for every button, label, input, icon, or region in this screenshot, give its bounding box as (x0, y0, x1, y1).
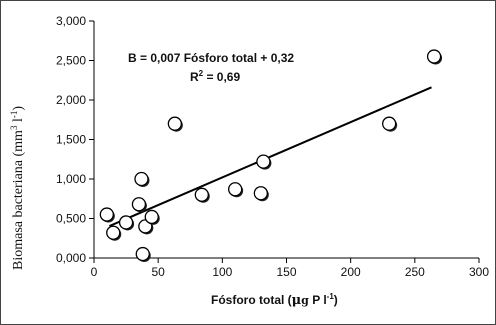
y-ticks: 0,000 0,500 1,000 1,500 2,000 2,500 3,000 (56, 14, 94, 265)
trendline (109, 86, 432, 228)
data-point (426, 49, 442, 64)
x-tick-label: 250 (405, 265, 425, 279)
y-tick-label: 2,500 (56, 54, 86, 68)
x-tick-label: 300 (469, 265, 489, 279)
data-point (194, 187, 209, 202)
y-tick-label: 1,500 (56, 133, 86, 147)
x-tick-label: 200 (341, 265, 361, 279)
y-axis-label: Biomasa bacteriana (mm3 l-1) (9, 106, 26, 270)
x-ticks: 0 50 100 150 200 250 300 (91, 258, 489, 279)
data-point (131, 197, 147, 212)
data-points (99, 49, 443, 263)
data-point (134, 171, 149, 187)
x-tick-label: 100 (212, 265, 232, 279)
x-tick-label: 50 (151, 265, 165, 279)
y-tick-label: 0,000 (56, 251, 86, 265)
data-point (253, 186, 268, 201)
data-point (256, 154, 271, 169)
y-tick-label: 2,000 (56, 93, 86, 107)
data-point (135, 246, 150, 262)
x-tick-label: 0 (91, 265, 98, 279)
x-tick-label: 150 (276, 265, 296, 279)
data-point (382, 116, 397, 131)
data-point (118, 215, 134, 230)
regression-equation: B = 0,007 Fósforo total + 0,32 (128, 51, 294, 65)
y-tick-label: 0,500 (56, 212, 86, 226)
data-point (167, 116, 183, 131)
data-point (228, 182, 243, 197)
data-point (106, 225, 121, 240)
data-point (99, 207, 114, 222)
y-tick-label: 3,000 (56, 14, 86, 28)
x-axis-label: Fósforo total (μg P l-1) (211, 292, 338, 308)
r-squared-label: R2 = 0,69 (190, 69, 240, 84)
data-point (144, 209, 159, 225)
y-tick-label: 1,000 (56, 172, 86, 186)
